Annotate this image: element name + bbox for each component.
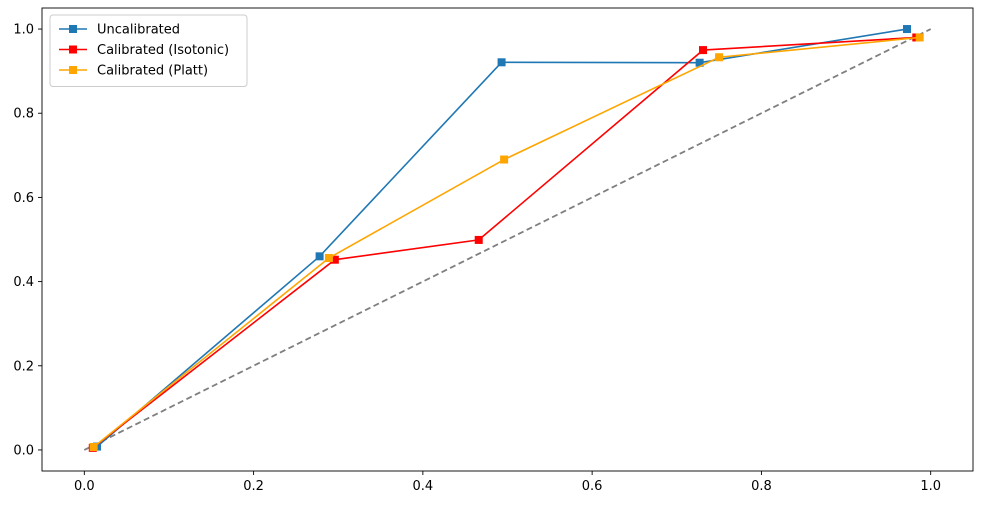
legend-label: Calibrated (Isotonic) xyxy=(97,43,229,58)
data-point-marker xyxy=(699,46,708,55)
legend-item-0: Uncalibrated xyxy=(59,23,180,38)
axes-layer: 0.0 0.2 0.4 0.6 0.8 1.0 0.0 0.2 0.4 0.6 0.8 1.0 xyxy=(13,7,974,494)
legend-swatch-marker xyxy=(69,66,77,74)
x-tick-label: 0.8 xyxy=(751,479,772,494)
x-tick-label: 1.0 xyxy=(920,479,941,494)
series-layer xyxy=(88,25,924,452)
legend-item-2: Calibrated (Platt) xyxy=(59,64,208,79)
y-tick-label: 0.0 xyxy=(13,443,34,458)
series-2 xyxy=(89,33,924,452)
legend-swatch-marker xyxy=(69,45,77,54)
x-tick-label: 0.2 xyxy=(243,479,264,494)
y-tick-label: 0.6 xyxy=(13,191,34,206)
legend-item-1: Calibrated (Isotonic) xyxy=(59,43,229,58)
data-point-marker xyxy=(902,25,911,34)
series-0 xyxy=(93,25,911,451)
x-tick-label: 0.6 xyxy=(582,479,603,494)
reference-layer xyxy=(83,28,932,451)
data-point-marker xyxy=(915,33,924,42)
legend-box xyxy=(49,14,248,87)
y-tick-label: 0.8 xyxy=(13,107,34,122)
legend-label: Uncalibrated xyxy=(97,23,180,38)
y-tick-label: 0.2 xyxy=(13,359,34,374)
y-tick-label: 0.4 xyxy=(13,275,34,290)
legend-label: Calibrated (Platt) xyxy=(97,64,208,79)
series-line xyxy=(93,36,920,448)
data-point-marker xyxy=(715,53,724,62)
legend: Uncalibrated Calibrated (Isotonic) Calibra… xyxy=(49,14,248,87)
data-point-marker xyxy=(89,443,98,452)
plot-frame xyxy=(41,7,974,472)
data-point-marker xyxy=(315,252,324,261)
series-line xyxy=(92,36,917,449)
x-tick-label: 0.4 xyxy=(413,479,434,494)
data-point-marker xyxy=(500,155,509,164)
x-tick-label: 0.0 xyxy=(74,479,95,494)
data-point-marker xyxy=(474,235,483,244)
data-point-marker xyxy=(497,58,506,67)
data-point-marker xyxy=(695,58,704,67)
series-line xyxy=(96,28,908,448)
y-tick-label: 1.0 xyxy=(13,23,34,38)
data-point-marker xyxy=(324,254,333,263)
legend-swatch-marker xyxy=(69,25,77,33)
data-point-marker xyxy=(330,255,339,264)
reference-diagonal-line xyxy=(83,28,932,451)
